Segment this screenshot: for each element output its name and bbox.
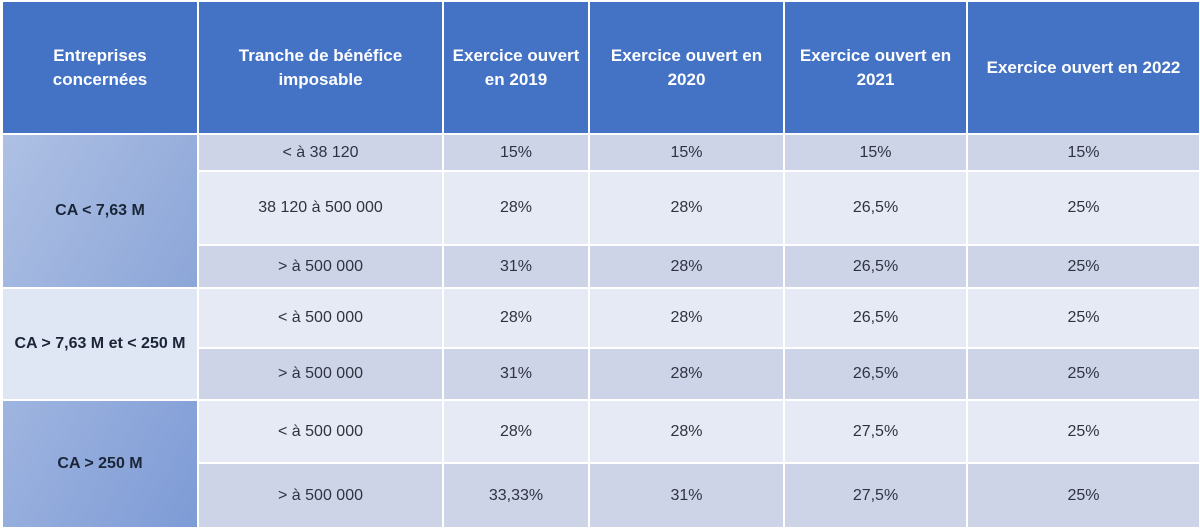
rate-cell-2020: 28%: [588, 244, 785, 289]
rate-cell-2021: 26,5%: [783, 244, 968, 289]
group-label-small: CA < 7,63 M: [1, 133, 199, 289]
rate-cell-2021: 26,5%: [783, 170, 968, 246]
group-label-large: CA > 250 M: [1, 399, 199, 529]
rate-cell-2020: 15%: [588, 133, 785, 172]
rate-cell-2019: 31%: [442, 244, 590, 289]
group-label-medium: CA > 7,63 M et < 250 M: [1, 287, 199, 401]
rate-cell-2019: 33,33%: [442, 462, 590, 529]
rate-cell-2022: 25%: [966, 170, 1200, 246]
rate-cell-2021: 26,5%: [783, 347, 968, 401]
tranche-cell: < à 500 000: [197, 399, 444, 464]
rate-cell-2021: 27,5%: [783, 399, 968, 464]
rate-cell-2019: 31%: [442, 347, 590, 401]
table-row: CA > 250 M < à 500 000 28% 28% 27,5% 25%: [1, 399, 1200, 529]
rate-cell-2022: 25%: [966, 287, 1200, 349]
rate-cell-2022: 15%: [966, 133, 1200, 172]
header-tranche: Tranche de bénéfice imposable: [197, 0, 444, 135]
header-2019: Exercice ouvert en 2019: [442, 0, 590, 135]
table-row: CA < 7,63 M < à 38 120 15% 15% 15% 15%: [1, 133, 1200, 289]
tranche-cell: > à 500 000: [197, 347, 444, 401]
table-row: > à 500 000 31% 28% 26,5% 25%: [2, 244, 1200, 289]
tranche-cell: > à 500 000: [197, 244, 444, 289]
tranche-cell: > à 500 000: [197, 462, 444, 529]
table-row: CA > 7,63 M et < 250 M < à 500 000 28% 2…: [1, 287, 1200, 401]
header-entreprises: Entreprises concernées: [1, 0, 199, 135]
rate-cell-2020: 28%: [588, 287, 785, 349]
rate-cell-2019: 28%: [442, 399, 590, 464]
rate-cell-2020: 28%: [588, 170, 785, 246]
rate-cell-2021: 15%: [783, 133, 968, 172]
rate-cell-2019: 28%: [442, 287, 590, 349]
rate-cell-2022: 25%: [966, 462, 1200, 529]
rate-cell-2019: 15%: [442, 133, 590, 172]
tranche-cell: < à 38 120: [197, 133, 444, 172]
header-2022: Exercice ouvert en 2022: [966, 0, 1200, 135]
rate-cell-2021: 26,5%: [783, 287, 968, 349]
rate-cell-2022: 25%: [966, 399, 1200, 464]
header-2020: Exercice ouvert en 2020: [588, 0, 785, 135]
rate-cell-2020: 28%: [588, 399, 785, 464]
table-row: > à 500 000 33,33% 31% 27,5% 25%: [2, 462, 1200, 529]
rate-cell-2019: 28%: [442, 170, 590, 246]
rate-cell-2021: 27,5%: [783, 462, 968, 529]
rate-cell-2022: 25%: [966, 244, 1200, 289]
header-row: Entreprises concernées Tranche de bénéfi…: [1, 0, 1200, 135]
rate-cell-2020: 31%: [588, 462, 785, 529]
rate-cell-2020: 28%: [588, 347, 785, 401]
rate-cell-2022: 25%: [966, 347, 1200, 401]
table-row: > à 500 000 31% 28% 26,5% 25%: [2, 347, 1200, 401]
header-2021: Exercice ouvert en 2021: [783, 0, 968, 135]
table-row: 38 120 à 500 000 28% 28% 26,5% 25%: [2, 170, 1200, 246]
tranche-cell: 38 120 à 500 000: [197, 170, 444, 246]
table-body: CA < 7,63 M < à 38 120 15% 15% 15% 15% 3…: [1, 133, 1200, 529]
table-header: Entreprises concernées Tranche de bénéfi…: [1, 0, 1200, 135]
tranche-cell: < à 500 000: [197, 287, 444, 349]
